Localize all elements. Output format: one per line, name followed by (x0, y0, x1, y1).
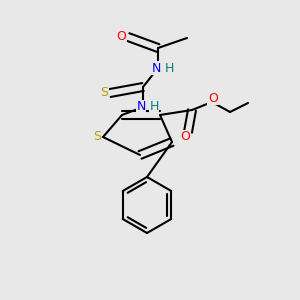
Text: N: N (136, 100, 146, 113)
Text: S: S (100, 86, 108, 100)
Text: N: N (151, 61, 161, 74)
Text: S: S (93, 130, 101, 143)
Text: O: O (116, 31, 126, 44)
Text: H: H (149, 100, 159, 113)
Text: H: H (164, 61, 174, 74)
Text: O: O (208, 92, 218, 104)
Text: O: O (180, 130, 190, 143)
